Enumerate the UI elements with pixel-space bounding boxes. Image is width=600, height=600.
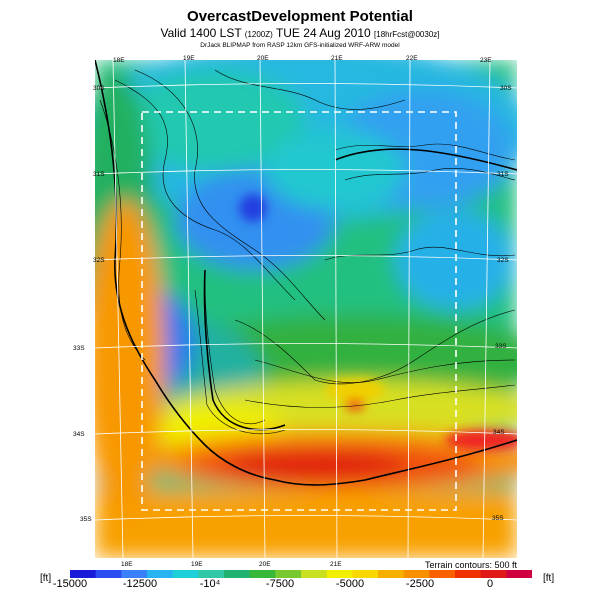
colorbar-swatch <box>172 570 199 578</box>
lat-lon-grid <box>95 60 517 558</box>
lon-label-top-22e: 22E <box>406 55 418 62</box>
lat-label-left-30s: 30S <box>93 85 105 92</box>
colorbar-swatch <box>95 570 122 578</box>
colorbar-swatch <box>121 570 148 578</box>
colorbar-swatch <box>249 570 276 578</box>
colorbar-swatch <box>403 570 430 578</box>
colorbar-swatch <box>352 570 379 578</box>
colorbar-swatch <box>198 570 225 578</box>
lat-label-right-30s: 30S <box>500 85 512 92</box>
lon-label-bottom-21e: 21E <box>330 561 342 568</box>
map-title: OvercastDevelopment Potential <box>187 8 413 25</box>
colorbar-swatch <box>326 570 353 578</box>
lon-label-bottom-18e: 18E <box>121 561 133 568</box>
colorbar-swatch <box>147 570 174 578</box>
lat-label-right-35s: 35S <box>492 515 504 522</box>
lon-label-top-19e: 19E <box>183 55 195 62</box>
colorbar-unit-right: [ft] <box>543 573 555 584</box>
lat-label-left-32s: 32S <box>93 257 105 264</box>
lat-label-left-34s: 34S <box>73 431 85 438</box>
lon-label-bottom-19e: 19E <box>191 561 203 568</box>
lat-label-left-31s: 31S <box>93 171 105 178</box>
colorbar-swatch <box>506 570 532 578</box>
colorbar-tick-label: -7500 <box>265 578 295 590</box>
lon-label-top-21e: 21E <box>331 55 343 62</box>
colorbar-tick-label: -15000 <box>52 578 88 590</box>
valid-main: Valid 1400 LST <box>160 26 242 40</box>
valid-utc: (1200Z) <box>244 30 273 39</box>
model-credit: DrJack BLIPMAP from RASP 12km GFS-initia… <box>200 42 400 49</box>
colorbar-tick-label: -12500 <box>122 578 158 590</box>
colorbar-swatch <box>455 570 482 578</box>
lat-label-right-32s: 32S <box>497 257 509 264</box>
lon-label-top-23e: 23E <box>480 57 492 64</box>
terrain-contour-note: Terrain contours: 500 ft <box>424 560 517 570</box>
colorbar-swatch <box>275 570 302 578</box>
lon-label-top-18e: 18E <box>113 57 125 64</box>
colorbar-tick-label: 0 <box>486 578 494 590</box>
colorbar-swatch <box>301 570 328 578</box>
colorbar-swatch <box>70 570 97 578</box>
overcast-field <box>95 60 517 558</box>
lat-label-right-33s: 33S <box>495 343 507 350</box>
colorbar-swatch <box>378 570 405 578</box>
forecast-map <box>95 60 517 558</box>
colorbar-swatch <box>224 570 251 578</box>
inner-domain-box <box>141 111 457 511</box>
map-canvas <box>95 60 517 558</box>
colorbar <box>70 570 532 578</box>
colorbar-tick-label: -5000 <box>335 578 365 590</box>
valid-time: Valid 1400 LST (1200Z) TUE 24 Aug 2010 [… <box>0 26 600 40</box>
lon-label-bottom-20e: 20E <box>259 561 271 568</box>
lat-label-right-34s: 34S <box>493 429 505 436</box>
forecast-info: [18hrFcst@0030z] <box>374 30 440 39</box>
lat-label-left-35s: 35S <box>80 516 92 523</box>
colorbar-tick-label: -2500 <box>405 578 435 590</box>
colorbar-swatch <box>480 570 507 578</box>
lat-label-right-31s: 31S <box>497 171 509 178</box>
colorbar-swatch <box>429 570 456 578</box>
colorbar-unit-left: [ft] <box>40 573 52 584</box>
colorbar-tick-label: -10⁴ <box>199 578 221 590</box>
lon-label-top-20e: 20E <box>257 55 269 62</box>
valid-date: TUE 24 Aug 2010 <box>275 26 371 40</box>
lat-label-left-33s: 33S <box>73 345 85 352</box>
